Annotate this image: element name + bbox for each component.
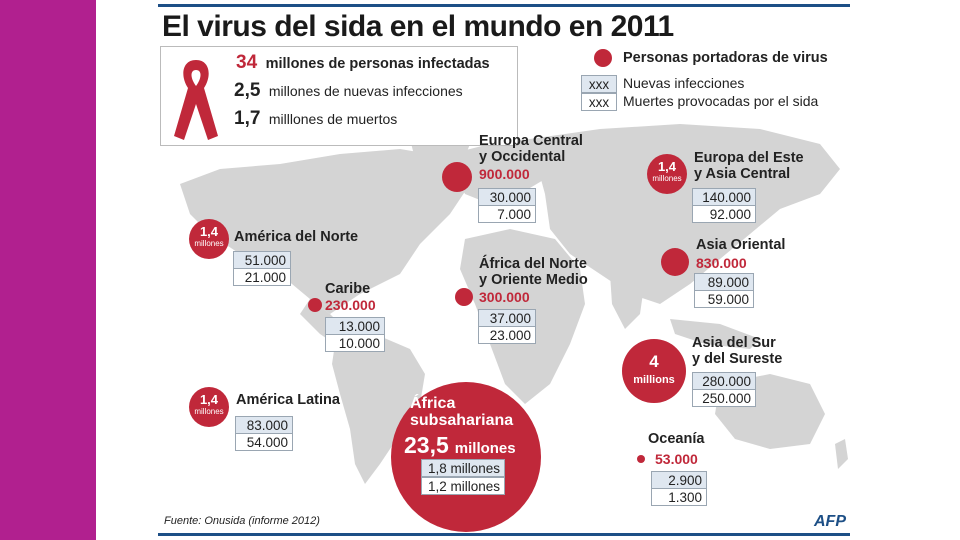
region-4-deaths: 23.000 [478, 326, 536, 344]
legend-circle-icon [594, 49, 612, 67]
region-1-new: 140.000 [692, 188, 756, 206]
world-map [180, 124, 848, 484]
region-8-carriers: 23,5 millones [404, 432, 516, 459]
summary-line-3: 1,7 milllones de muertos [234, 108, 397, 130]
region-8-name: África subsahariana [410, 395, 513, 429]
legend-deaths-label: Muertes provocadas por el sida [623, 93, 819, 109]
region-8-carriers-unit: millones [454, 440, 516, 457]
summary-line-2: 2,5 millones de nuevas infecciones [234, 80, 463, 102]
legend-circle-label: Personas portadoras de virus [623, 50, 828, 66]
region-1-name-l2: y Asia Central [694, 166, 791, 182]
region-1-circle: 1,4 millones [647, 154, 687, 194]
region-4-name: África del Norte y Oriente Medio [479, 256, 588, 288]
region-8-name-l2: subsahariana [410, 412, 514, 429]
legend-new-box: xxx [581, 75, 617, 93]
region-1-name-l1: Europa del Este [694, 150, 804, 166]
bottom-rule [158, 533, 850, 536]
region-9-deaths: 1.300 [651, 488, 707, 506]
region-1-circle-unit: millones [652, 174, 682, 183]
region-8-new: 1,8 millones [421, 459, 505, 477]
region-0-circle [442, 162, 472, 192]
chart-title: El virus del sida en el mundo en 2011 [162, 10, 674, 43]
region-4-name-l1: África del Norte [479, 256, 587, 272]
region-0-name-l2: y Occidental [479, 149, 566, 165]
region-6-circle: 4 millions [622, 339, 686, 403]
region-1-deaths: 92.000 [692, 205, 756, 223]
region-0-name-l1: Europa Central [479, 133, 583, 149]
region-7-circle-unit: millones [194, 407, 224, 416]
region-9-new: 2.900 [651, 471, 707, 489]
legend-deaths-box: xxx [581, 93, 617, 111]
region-4-carriers: 300.000 [479, 289, 530, 305]
afp-logo: AFP [814, 513, 846, 530]
region-5-deaths: 10.000 [325, 334, 385, 352]
region-1-name: Europa del Este y Asia Central [694, 150, 804, 182]
region-1-circle-value: 1,4 [657, 159, 677, 174]
region-4-circle [455, 288, 473, 306]
summary-text-1: millones de personas infectadas [265, 56, 490, 72]
region-7-deaths: 54.000 [235, 433, 293, 451]
region-2-name: América del Norte [234, 229, 359, 245]
summary-value-1: 34 [236, 52, 258, 73]
summary-line-1: 34 millones de personas infectadas [236, 52, 490, 74]
region-2-deaths: 21.000 [233, 268, 291, 286]
legend-new-label: Nuevas infecciones [623, 75, 745, 91]
region-5-circle [308, 298, 322, 312]
region-7-new: 83.000 [235, 416, 293, 434]
region-6-circle-unit: millions [633, 374, 675, 386]
region-8-carriers-value: 23,5 [404, 432, 449, 458]
region-6-name: Asia del Sur y del Sureste [692, 335, 782, 367]
region-9-name: Oceanía [648, 431, 705, 447]
aids-ribbon-icon [174, 60, 218, 140]
region-8-circle [391, 382, 541, 532]
region-6-name-l1: Asia del Sur [692, 335, 776, 351]
summary-value-2: 2,5 [234, 80, 261, 101]
region-6-name-l2: y del Sureste [692, 351, 783, 367]
region-6-circle-value: 4 [649, 352, 659, 371]
summary-value-3: 1,7 [234, 108, 261, 129]
region-0-new: 30.000 [478, 188, 536, 206]
region-2-new: 51.000 [233, 251, 291, 269]
region-3-deaths: 59.000 [694, 290, 754, 308]
region-3-carriers: 830.000 [696, 255, 747, 271]
region-6-deaths: 250.000 [692, 389, 756, 407]
region-0-deaths: 7.000 [478, 205, 536, 223]
region-8-deaths: 1,2 millones [421, 477, 505, 495]
region-5-new: 13.000 [325, 317, 385, 335]
region-9-circle [637, 455, 645, 463]
summary-box [160, 46, 518, 146]
region-2-circle-unit: millones [194, 239, 224, 248]
region-7-name: América Latina [236, 392, 340, 408]
region-6-new: 280.000 [692, 372, 756, 390]
region-3-name: Asia Oriental [696, 237, 786, 253]
region-4-new: 37.000 [478, 309, 536, 327]
side-bar [0, 0, 96, 540]
region-0-carriers: 900.000 [479, 166, 530, 182]
region-0-name: Europa Central y Occidental [479, 133, 583, 165]
summary-text-2: millones de nuevas infecciones [268, 83, 463, 99]
region-5-carriers: 230.000 [325, 297, 376, 313]
region-3-new: 89.000 [694, 273, 754, 291]
region-3-circle [661, 248, 689, 276]
region-8-name-l1: África [410, 395, 456, 412]
region-7-circle: 1,4 millones [189, 387, 229, 427]
region-2-circle-value: 1,4 [199, 224, 219, 239]
region-9-carriers: 53.000 [655, 451, 698, 467]
region-2-circle: 1,4 millones [189, 219, 229, 259]
region-5-name: Caribe [325, 281, 371, 297]
source-note: Fuente: Onusida (informe 2012) [164, 515, 320, 527]
top-rule [158, 4, 850, 7]
region-4-name-l2: y Oriente Medio [479, 272, 588, 288]
region-7-circle-value: 1,4 [199, 392, 219, 407]
summary-text-3: milllones de muertos [268, 111, 398, 127]
